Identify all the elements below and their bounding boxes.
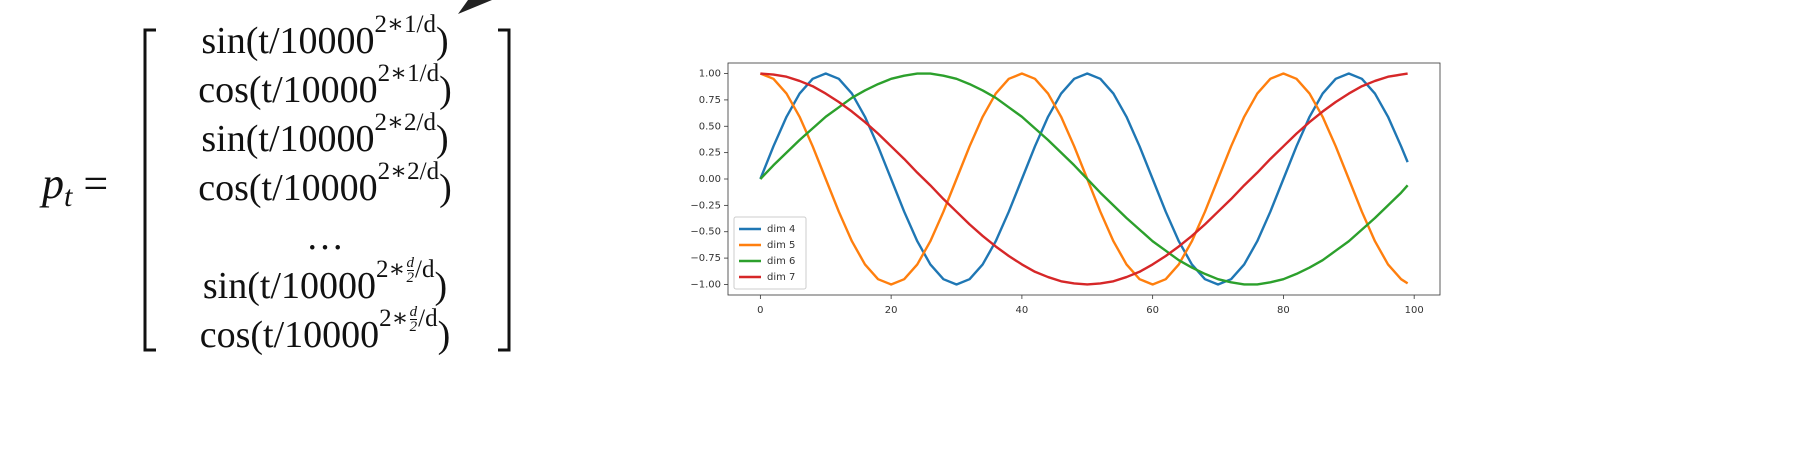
exponent: 2∗1/d: [378, 52, 439, 96]
equals: =: [83, 159, 109, 208]
lhs-var: p: [42, 159, 64, 208]
equation-rows: sin (t/10000 2∗1/d) cos (t/10000 2∗1/d) sin (t/…: [160, 11, 490, 357]
exponent-text: 2∗1/d: [377, 60, 440, 87]
argument: (t/10000: [247, 265, 377, 307]
legend-label: dim 5: [767, 240, 795, 251]
equation-row: cos (t/10000 2∗1/d): [198, 60, 452, 112]
y-tick-label: 0.50: [699, 121, 721, 132]
equation-row: …: [306, 210, 344, 259]
numerator: d: [406, 254, 415, 271]
argument: (t/10000: [250, 314, 380, 356]
equation: pt = sin (t/10000 2∗1/d) cos (t/10000 2∗1/d) s…: [0, 0, 600, 390]
function: cos: [198, 69, 249, 111]
x-tick-label: 60: [1146, 305, 1159, 316]
function: sin: [201, 20, 246, 62]
y-tick-label: −0.50: [690, 227, 721, 238]
argument: (t/10000: [245, 118, 375, 160]
x-tick-label: 40: [1016, 305, 1029, 316]
y-tick-label: 0.75: [699, 95, 721, 106]
exponent: 2∗1/d: [375, 3, 436, 47]
y-tick-label: −1.00: [690, 279, 721, 290]
equation-row: sin (t/10000 2∗ d 2/d): [202, 255, 448, 308]
plot-frame: [727, 62, 1441, 296]
equation-row: sin (t/10000 2∗1/d): [201, 11, 449, 63]
close-paren: ): [435, 118, 449, 160]
close-paren: ): [437, 314, 451, 356]
legend-label: dim 7: [767, 272, 795, 283]
pointer-arrow: [458, 0, 492, 14]
equation-lhs: pt =: [42, 158, 108, 214]
y-tick-label: 0.00: [699, 174, 721, 185]
brackets: [143, 0, 511, 352]
y-tick-label: 1.00: [699, 69, 721, 80]
denominator: 2: [409, 318, 418, 335]
argument: (t/10000: [245, 20, 375, 62]
exponent-text: 2∗2/d: [377, 158, 440, 185]
series-line: [759, 72, 1409, 286]
close-paren: ): [435, 20, 449, 62]
legend-label: dim 6: [767, 256, 795, 267]
close-paren: ): [439, 69, 452, 111]
x-tick-label: 80: [1277, 305, 1290, 316]
lhs-sub: t: [64, 180, 73, 213]
function: sin: [202, 265, 248, 307]
ellipsis: …: [306, 216, 344, 258]
legend-label: dim 4: [767, 224, 795, 235]
exponent-text: 2∗1/d: [374, 11, 436, 38]
y-tick-label: 0.25: [699, 148, 721, 159]
exponent: 2∗ d 2/d: [376, 248, 434, 292]
exponent-tail: /d: [415, 256, 435, 283]
exponent: 2∗2/d: [375, 101, 436, 145]
equation-row: cos (t/10000 2∗2/d): [198, 158, 452, 210]
numerator: d: [409, 303, 418, 320]
exponent: 2∗ d 2/d: [379, 297, 437, 341]
right-bracket: [498, 28, 511, 352]
left-bracket: [143, 28, 156, 352]
equation-row: sin (t/10000 2∗2/d): [201, 109, 449, 161]
legend-box: [733, 216, 807, 290]
x-tick-label: 20: [885, 305, 898, 316]
argument: (t/10000: [248, 167, 378, 209]
close-paren: ): [439, 167, 452, 209]
function: cos: [199, 314, 251, 356]
y-tick-label: −0.75: [690, 253, 721, 264]
exponent: 2∗2/d: [378, 150, 439, 194]
function: sin: [201, 118, 246, 160]
equation-row: cos (t/10000 2∗ d 2/d): [199, 304, 451, 357]
exponent-text: 2∗: [376, 256, 406, 283]
y-tick-label: −0.25: [690, 200, 721, 211]
exponent-text: 2∗2/d: [374, 109, 436, 136]
function: cos: [198, 167, 249, 209]
x-tick-label: 0: [757, 305, 763, 316]
denominator: 2: [406, 269, 415, 286]
series-line: [760, 72, 1408, 286]
close-paren: ): [434, 265, 448, 307]
exponent-tail: /d: [418, 305, 438, 332]
exponent-text: 2∗: [379, 305, 409, 332]
argument: (t/10000: [248, 69, 378, 111]
x-tick-label: 100: [1405, 305, 1424, 316]
